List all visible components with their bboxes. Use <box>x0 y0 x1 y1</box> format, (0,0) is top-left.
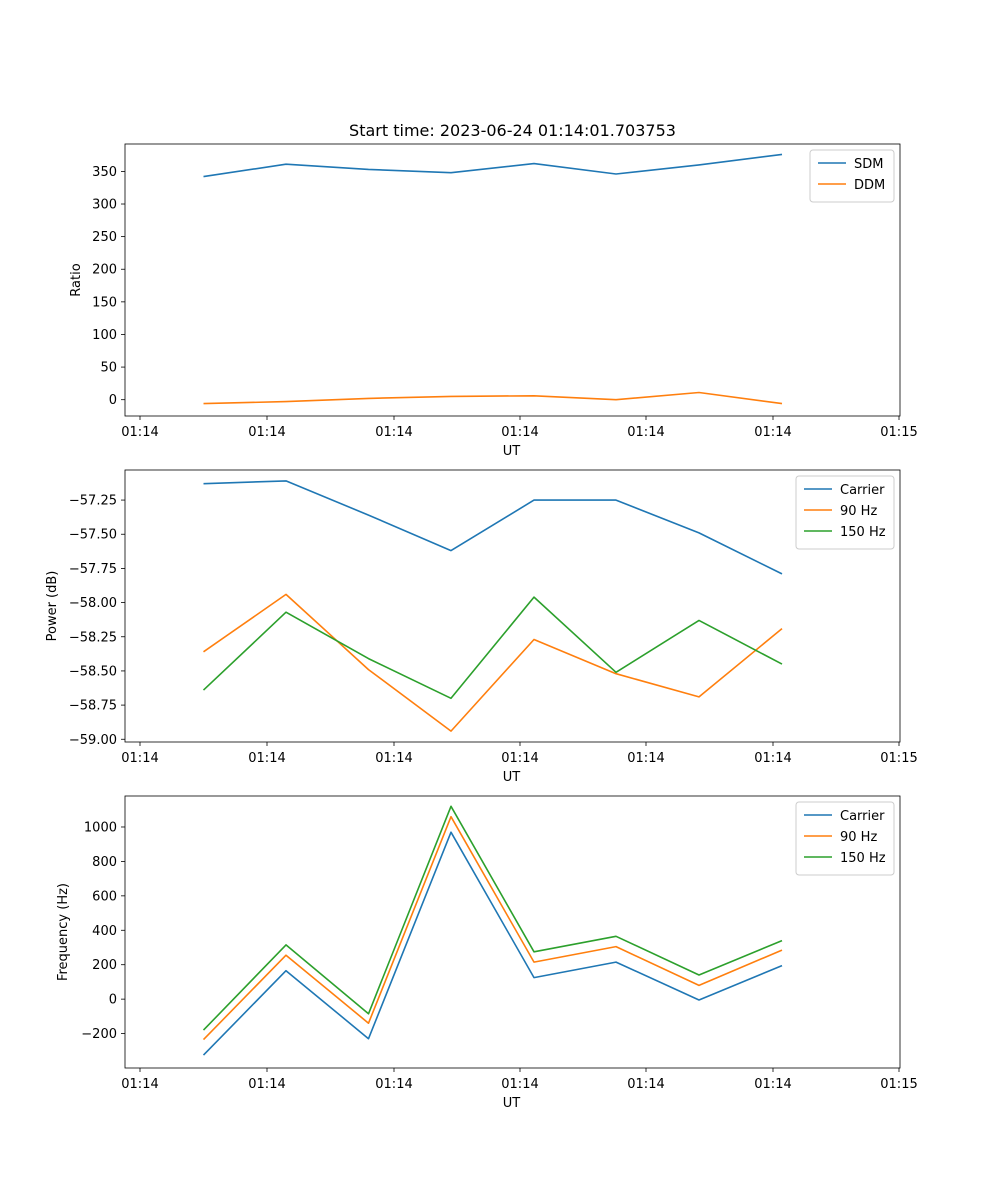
legend-label: 150 Hz <box>840 851 886 866</box>
series-line-carrier <box>202 831 783 1056</box>
y-tick-label: 0 <box>109 393 117 408</box>
y-tick-label: −57.75 <box>69 562 117 577</box>
x-tick-label: 01:14 <box>754 425 791 440</box>
x-tick-label: 01:14 <box>248 425 285 440</box>
y-tick-label: −58.50 <box>69 664 117 679</box>
x-tick-label: 01:14 <box>627 751 664 766</box>
series-line-carrier <box>203 480 783 575</box>
x-tick-label: 01:14 <box>754 751 791 766</box>
legend-label: Carrier <box>840 809 885 824</box>
x-tick-label: 01:15 <box>880 425 917 440</box>
x-tick-label: 01:14 <box>627 1077 664 1092</box>
chart-panel-3: 01:14 01:14 01:14 01:14 01:14 01:14 01:15 −200 0… <box>56 795 918 1111</box>
y-tick-label: −59.00 <box>69 733 117 748</box>
y-axis-label: Power (dB) <box>45 571 60 642</box>
y-axis-label: Ratio <box>69 263 84 296</box>
x-tick-label: 01:14 <box>501 751 538 766</box>
series-line-ddm <box>203 391 783 405</box>
x-tick-label: 01:14 <box>121 1077 158 1092</box>
y-tick-label: 200 <box>92 263 117 278</box>
x-tick-label: 01:14 <box>121 751 158 766</box>
legend: SDM DDM <box>809 149 895 203</box>
legend-label: 150 Hz <box>840 525 886 540</box>
x-tick-label: 01:15 <box>880 751 917 766</box>
legend-label: 90 Hz <box>840 830 877 845</box>
x-tick-label: 01:14 <box>375 751 412 766</box>
series-line-90-hz <box>203 593 783 732</box>
x-axis-label: UT <box>503 770 521 785</box>
y-tick-label: −57.25 <box>69 494 117 509</box>
plot-frame <box>124 795 901 1069</box>
x-tick-label: 01:14 <box>501 425 538 440</box>
y-tick-label: 800 <box>92 855 117 870</box>
x-tick-label: 01:14 <box>501 1077 538 1092</box>
y-tick-label: −58.25 <box>69 630 117 645</box>
y-tick-label: −58.00 <box>69 596 117 611</box>
x-tick-label: 01:14 <box>248 751 285 766</box>
legend-label: DDM <box>854 178 885 193</box>
y-tick-label: 150 <box>92 295 117 310</box>
chart-panel-1: Start time: 2023-06-24 01:14:01.70375301… <box>69 121 918 459</box>
series-line-90-hz <box>202 815 783 1041</box>
y-tick-label: 0 <box>109 993 117 1008</box>
x-tick-label: 01:14 <box>754 1077 791 1092</box>
x-tick-label: 01:14 <box>375 1077 412 1092</box>
y-tick-label: −58.75 <box>69 699 117 714</box>
legend-label: 90 Hz <box>840 504 877 519</box>
y-tick-label: 400 <box>92 924 117 939</box>
x-axis-label: UT <box>503 444 521 459</box>
series-line-150-hz <box>202 596 783 700</box>
plot-frame <box>124 469 901 743</box>
y-tick-label: 1000 <box>84 820 117 835</box>
x-tick-label: 01:14 <box>248 1077 285 1092</box>
x-tick-label: 01:14 <box>627 425 664 440</box>
y-tick-label: 100 <box>92 328 117 343</box>
series-line-sdm <box>203 153 783 178</box>
series-line-150-hz <box>202 805 783 1031</box>
x-tick-label: 01:14 <box>375 425 412 440</box>
legend: Carrier 90 Hz 150 Hz <box>795 475 895 550</box>
chart-title: Start time: 2023-06-24 01:14:01.703753 <box>349 121 676 140</box>
y-axis-label: Frequency (Hz) <box>56 883 71 981</box>
legend-label: Carrier <box>840 483 885 498</box>
y-tick-label: 50 <box>100 361 117 376</box>
y-tick-label: 300 <box>92 198 117 213</box>
y-tick-label: −200 <box>81 1027 117 1042</box>
y-tick-label: 350 <box>92 165 117 180</box>
x-tick-label: 01:14 <box>121 425 158 440</box>
y-tick-label: −57.50 <box>69 528 117 543</box>
legend: Carrier 90 Hz 150 Hz <box>795 801 895 876</box>
y-tick-label: 250 <box>92 230 117 245</box>
plot-frame <box>124 143 901 417</box>
y-tick-label: 200 <box>92 958 117 973</box>
x-tick-label: 01:15 <box>880 1077 917 1092</box>
y-tick-label: 600 <box>92 889 117 904</box>
legend-label: SDM <box>854 157 883 172</box>
x-axis-label: UT <box>503 1096 521 1111</box>
chart-panel-2: 01:14 01:14 01:14 01:14 01:14 01:14 01:15 −59.0… <box>45 469 918 785</box>
